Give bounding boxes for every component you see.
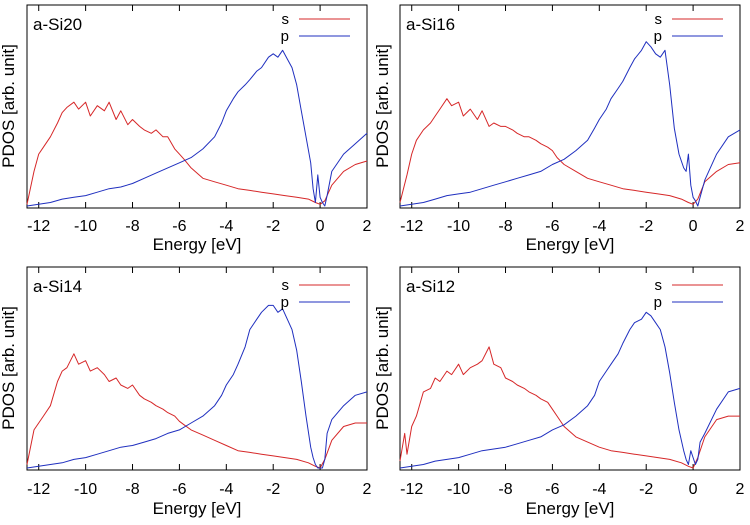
series-line-p: [399, 311, 741, 469]
x-tick-label: -8: [498, 481, 512, 498]
x-tick-label: -4: [219, 481, 233, 498]
y-axis-label: PDOS [arb. unit]: [0, 306, 18, 430]
chart-panel-3: -12 -10 -8 -6 -4 -2 0 2 Energy [eV] PDOS [arb. un…: [0, 266, 372, 518]
x-tick-label: 0: [316, 481, 325, 498]
x-tick-label: -12: [27, 481, 50, 498]
x-axis-label: Energy [eV]: [526, 235, 615, 254]
x-tick-label: -8: [498, 218, 512, 235]
legend-label-s: s: [282, 277, 290, 294]
x-tick-label: -6: [172, 481, 186, 498]
x-tick-label: -10: [447, 218, 470, 235]
x-tick-label: -4: [592, 218, 606, 235]
legend-label-s: s: [282, 11, 290, 28]
x-tick-label: -4: [592, 481, 606, 498]
x-axis-label: Energy [eV]: [153, 499, 242, 518]
x-tick-label: -2: [639, 481, 653, 498]
x-axis-label: Energy [eV]: [153, 235, 242, 254]
panel-title: a-Si12: [406, 277, 455, 296]
x-tick-label: -12: [400, 481, 423, 498]
x-tick-label: 2: [736, 481, 745, 498]
x-tick-label: 0: [689, 218, 698, 235]
y-axis-label: PDOS [arb. unit]: [373, 306, 392, 430]
legend-label-s: s: [655, 11, 663, 28]
series-line-p: [26, 49, 368, 207]
legend-label-p: p: [281, 294, 289, 311]
legend-label-p: p: [281, 28, 289, 45]
plot-frame: [399, 4, 741, 209]
plot-frame: [399, 266, 741, 471]
panel-title: a-Si16: [406, 15, 455, 34]
x-tick-label: -10: [447, 481, 470, 498]
chart-panel-2: -12 -10 -8 -6 -4 -2 0 2 Energy [eV] PDOS [arb. un…: [373, 4, 745, 254]
series-line-p: [26, 304, 368, 469]
x-tick-label: -6: [172, 218, 186, 235]
legend-label-s: s: [655, 277, 663, 294]
plot-frame: [26, 266, 368, 471]
x-axis-label: Energy [eV]: [526, 499, 615, 518]
chart-panel-4: -12 -10 -8 -6 -4 -2 0 2 Energy [eV] PDOS [arb. un…: [373, 266, 745, 518]
y-axis-label: PDOS [arb. unit]: [0, 44, 18, 168]
x-tick-label: 2: [363, 218, 372, 235]
x-tick-label: -12: [27, 218, 50, 235]
series-line-p: [399, 41, 741, 207]
series-line-s: [399, 346, 740, 469]
x-tick-label: -10: [74, 481, 97, 498]
x-tick-label: -6: [545, 481, 559, 498]
x-tick-label: -6: [545, 218, 559, 235]
x-tick-label: 2: [363, 481, 372, 498]
chart-panel-1: -12 -10 -8 -6 -4 -2 0 2 Energy [eV] PDOS [arb. un…: [0, 4, 372, 254]
x-tick-label: -10: [74, 218, 97, 235]
series-line-s: [399, 98, 741, 205]
series-line-s: [26, 353, 367, 469]
x-tick-label: 0: [316, 218, 325, 235]
plot-frame: [26, 4, 368, 209]
y-axis-label: PDOS [arb. unit]: [373, 44, 392, 168]
panel-title: a-Si14: [33, 277, 82, 296]
x-tick-label: -2: [266, 218, 280, 235]
x-tick-label: -2: [266, 481, 280, 498]
legend-label-p: p: [654, 28, 662, 45]
panel-title: a-Si20: [33, 15, 82, 34]
legend-label-p: p: [654, 294, 662, 311]
x-tick-label: -2: [639, 218, 653, 235]
x-tick-label: -4: [219, 218, 233, 235]
x-tick-label: -12: [400, 218, 423, 235]
x-tick-label: 2: [736, 218, 745, 235]
x-tick-label: -8: [125, 481, 139, 498]
series-line-s: [26, 101, 368, 205]
x-tick-label: 0: [689, 481, 698, 498]
x-tick-label: -8: [125, 218, 139, 235]
